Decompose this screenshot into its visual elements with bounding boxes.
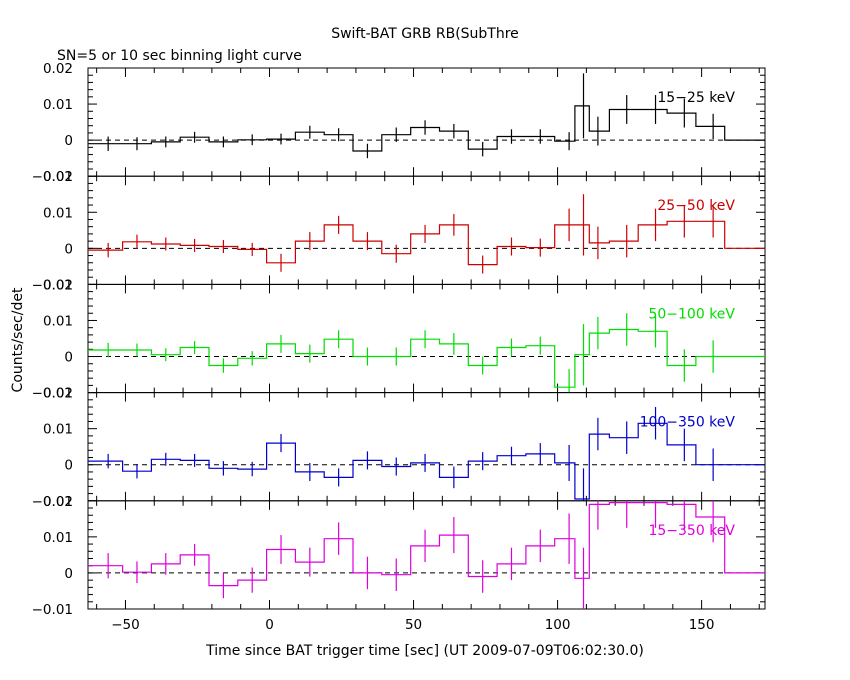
y-tick-label: 0.02 <box>43 277 73 293</box>
y-tick-label: 0.01 <box>43 422 73 438</box>
x-tick-label: 100 <box>545 617 571 633</box>
series-label: 15−25 keV <box>657 90 735 106</box>
y-tick-label: 0.02 <box>43 386 73 402</box>
y-tick-label: −0.01 <box>32 277 73 293</box>
panel-frame <box>87 283 766 394</box>
series-label: 50−100 keV <box>648 306 735 322</box>
y-tick-label: −0.01 <box>32 494 73 510</box>
x-axis-label: Time since BAT trigger time [sec] (UT 20… <box>205 643 644 659</box>
series-label: 100−350 keV <box>640 415 736 431</box>
panel-frame <box>87 67 766 177</box>
chart-title: Swift-BAT GRB RB(SubThre <box>331 26 519 42</box>
y-tick-label: 0.02 <box>43 494 73 510</box>
panel-frame <box>87 392 766 502</box>
panel-frame <box>87 175 766 285</box>
y-tick-label: −0.01 <box>32 169 73 185</box>
x-tick-label: −50 <box>111 617 140 633</box>
y-tick-label: 0.01 <box>43 313 73 329</box>
series-step-line <box>88 220 765 266</box>
panel-2: −0.01 0 0.01 0.02 25−50 keV <box>32 169 766 293</box>
y-tick-label: −0.01 <box>32 602 73 618</box>
y-tick-label: −0.01 <box>32 386 73 402</box>
x-tick-label: 150 <box>689 617 715 633</box>
series-step-line <box>88 328 765 388</box>
panel-frame <box>87 500 766 610</box>
series-step-line <box>88 105 765 152</box>
y-axis-label: Counts/sec/det <box>10 287 26 392</box>
y-tick-label: 0.01 <box>43 205 73 221</box>
x-tick-label: 0 <box>265 617 274 633</box>
y-tick-label: 0.01 <box>43 97 73 113</box>
series-step-line <box>88 502 765 587</box>
series-label: 15−350 keV <box>648 523 735 539</box>
y-tick-label: 0 <box>64 458 73 474</box>
series-label: 25−50 keV <box>657 198 735 214</box>
series-step-line <box>88 422 765 500</box>
panel-1: −0.01 0 0.01 0.02 15−25 keV <box>32 61 766 185</box>
y-tick-label: 0.01 <box>43 530 73 546</box>
x-tick-label: 50 <box>405 617 422 633</box>
y-tick-label: 0.02 <box>43 169 73 185</box>
panel-3: −0.01 0 0.01 0.02 50−100 keV <box>32 277 766 402</box>
y-tick-label: 0 <box>64 241 73 257</box>
y-tick-label: 0 <box>64 133 73 149</box>
y-tick-label: 0 <box>64 350 73 366</box>
chart-subtitle: SN=5 or 10 sec binning light curve <box>57 48 302 64</box>
y-tick-label: 0.02 <box>43 61 73 77</box>
panel-4: −0.01 0 0.01 0.02 100−350 keV <box>32 386 766 510</box>
panels-group: −0.01 0 0.01 0.02 15−25 keV −0.01 0 0.01 0.02 25−… <box>32 61 766 633</box>
y-tick-label: 0 <box>64 566 73 582</box>
panel-5: −0.01 0 0.01 0.02 15−350 keV <box>32 494 766 618</box>
